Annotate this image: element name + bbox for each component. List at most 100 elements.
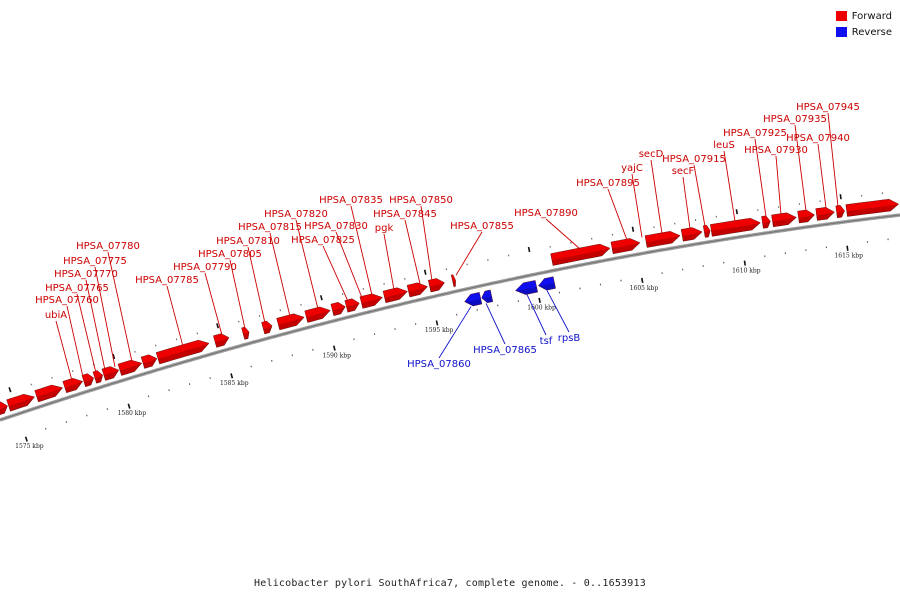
forward-leader-line <box>66 305 84 378</box>
forward-gene-label: HPSA_07915 <box>662 154 726 165</box>
forward-gene-label: HPSA_07760 <box>35 295 99 306</box>
forward-leader-line <box>383 233 395 290</box>
forward-leader-line <box>723 150 736 222</box>
forward-gene-label: HPSA_07855 <box>450 221 514 232</box>
forward-leader-line <box>335 231 363 298</box>
forward-gene-arrow <box>382 287 408 303</box>
forward-gene-arrow-shade <box>143 358 157 369</box>
forward-leader-line <box>269 232 291 317</box>
ruler-major-tick <box>846 245 849 251</box>
backbone-line <box>0 214 900 421</box>
forward-gene-arrow-shade <box>711 222 761 237</box>
forward-leader-line <box>754 138 767 217</box>
ruler-label: 1595 kbp <box>425 327 454 334</box>
forward-gene-label: HPSA_07820 <box>264 209 328 220</box>
forward-leader-line <box>94 266 116 368</box>
forward-leader-line <box>166 285 184 347</box>
ruler-top-tick <box>631 226 635 232</box>
forward-gene-label: HPSA_07790 <box>173 262 237 273</box>
legend-forward: Forward <box>835 8 892 24</box>
ruler-label: 1590 kbp <box>322 352 351 359</box>
reverse-gene-label: HPSA_07860 <box>407 359 471 370</box>
forward-gene-arrow <box>0 401 8 415</box>
forward-gene-arrow <box>34 384 63 403</box>
forward-gene-arrow <box>359 293 383 309</box>
forward-gene-arrow-shade <box>36 387 63 402</box>
forward-swatch <box>835 11 847 21</box>
ruler-top-tick <box>423 269 427 275</box>
forward-gene-label: HPSA_07940 <box>786 133 850 144</box>
reverse-gene-arrow-shade <box>481 296 493 303</box>
ruler-major-tick <box>435 320 439 326</box>
forward-gene-arrow <box>406 282 428 298</box>
forward-gene-label: secD <box>639 149 664 160</box>
forward-gene-label: secF <box>672 166 695 177</box>
forward-gene-arrow <box>797 209 815 224</box>
forward-gene-label: HPSA_07785 <box>135 275 199 286</box>
ruler-major-tick <box>332 345 336 351</box>
forward-leader-line <box>455 231 483 276</box>
forward-gene-label: ubiA <box>45 310 67 321</box>
forward-gene-label: HPSA_07775 <box>63 256 127 267</box>
forward-gene-arrow-shade <box>158 343 209 364</box>
ruler-label: 1575 kbp <box>15 443 44 450</box>
reverse-gene-arrow-shade <box>538 283 556 291</box>
ruler-label: 1615 kbp <box>834 253 863 260</box>
ruler-major-tick <box>538 297 541 303</box>
forward-gene-arrow <box>101 366 120 381</box>
ruler-major-tick <box>230 373 234 379</box>
legend-forward-label: Forward <box>851 10 892 22</box>
forward-leader-line <box>229 259 246 329</box>
forward-gene-label: HPSA_07895 <box>576 178 640 189</box>
reverse-gene-label: tsf <box>540 336 553 347</box>
forward-leader-line <box>404 219 421 284</box>
forward-gene-label: HPSA_07810 <box>216 236 280 247</box>
forward-gene-arrow-shade <box>119 363 142 376</box>
ruler-top-tick <box>8 387 12 393</box>
forward-gene-arrow-shade <box>452 280 456 287</box>
forward-gene-arrow <box>771 212 797 228</box>
forward-gene-arrow-shade <box>429 282 445 292</box>
forward-gene-arrow-shade <box>798 214 815 223</box>
forward-gene-label: HPSA_07815 <box>238 222 302 233</box>
reverse-gene-arrow <box>515 280 538 295</box>
forward-gene-arrow-shade <box>94 375 103 384</box>
forward-gene-arrow <box>155 339 210 365</box>
forward-gene-arrow <box>213 333 230 348</box>
forward-gene-arrow-shade <box>64 381 83 393</box>
forward-gene-arrow <box>241 326 250 340</box>
ruler-major-tick <box>127 403 131 409</box>
ruler-label: 1605 kbp <box>630 285 659 292</box>
forward-gene-arrow-shade <box>346 303 360 313</box>
forward-gene-arrow-shade <box>646 235 681 248</box>
forward-gene-arrow <box>344 298 360 313</box>
reverse-leader-line <box>485 303 506 345</box>
ruler-major-tick <box>641 277 644 284</box>
forward-gene-arrow-shade <box>682 231 703 242</box>
forward-leader-line <box>247 246 266 324</box>
forward-gene-arrow <box>117 359 143 376</box>
forward-gene-label: pgk <box>375 223 394 234</box>
forward-gene-label: HPSA_07850 <box>389 195 453 206</box>
reverse-swatch <box>835 27 847 37</box>
forward-gene-arrow-shade <box>408 286 428 297</box>
forward-gene-arrow <box>140 354 158 369</box>
ruler-label: 1600 kbp <box>527 305 556 312</box>
reverse-gene-label: rpsB <box>558 333 581 344</box>
forward-gene-label: HPSA_07945 <box>796 102 860 113</box>
forward-gene-arrow-shade <box>215 337 229 348</box>
forward-leader-line <box>76 293 97 374</box>
forward-leader-line <box>827 112 839 207</box>
forward-gene-label: HPSA_07935 <box>763 114 827 125</box>
legend-reverse: Reverse <box>835 24 892 40</box>
forward-gene-arrow-shade <box>0 405 8 415</box>
ruler-top-tick <box>735 209 738 215</box>
forward-gene-arrow-shade <box>846 204 899 217</box>
ruler-top-tick <box>112 353 116 360</box>
legend: Forward Reverse <box>835 8 892 40</box>
ruler-major-tick <box>24 436 28 442</box>
forward-gene-arrow-shade <box>278 317 305 330</box>
forward-leader-line <box>350 205 373 296</box>
forward-gene-arrow <box>680 227 703 242</box>
